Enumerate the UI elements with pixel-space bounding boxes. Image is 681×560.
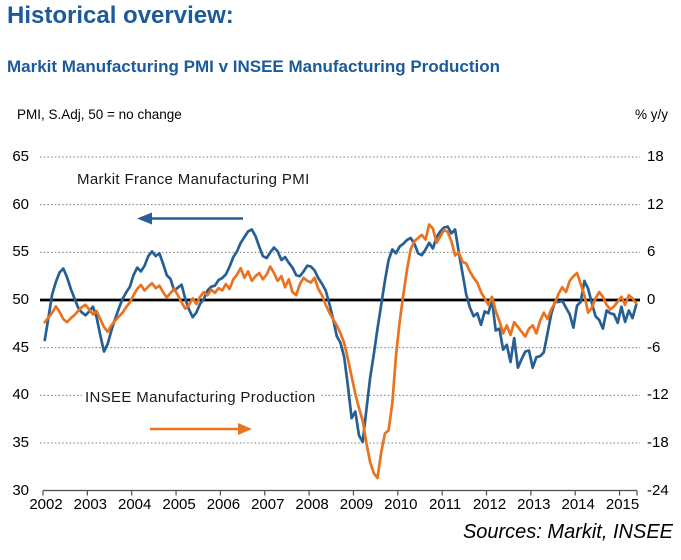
page-title: Historical overview: [7,2,234,29]
x-axis-year-label: 2012 [472,496,507,513]
pmi-series-annotation: Markit France Manufacturing PMI [77,171,310,188]
x-axis-year-label: 2008 [295,496,329,513]
insee-series-line [43,223,638,480]
x-axis-year-label: 2015 [605,496,640,513]
x-axis-year-label: 2011 [429,496,462,513]
insee-arrow-head [238,423,252,435]
right-axis-tick-label: 0 [647,291,656,308]
left-axis-tick-label: 60 [12,195,29,213]
x-axis-year-label: 2006 [206,496,241,513]
insee-series-annotation: INSEE Manufacturing Production [82,389,319,406]
x-axis-year-label: 2010 [384,496,418,513]
x-axis-year-label: 2009 [339,496,374,513]
x-axis-year-label: 2003 [73,496,108,513]
x-axis-year-label: 2007 [251,496,285,513]
right-axis-tick-label: 18 [647,148,664,165]
right-axis-title: % y/y [634,107,668,122]
right-axis-tick-label: -6 [647,338,661,356]
left-axis-tick-label: 45 [12,338,29,356]
left-axis-title: PMI, S.Adj, 50 = no change [17,107,182,122]
x-axis-year-label: 2002 [29,496,63,513]
left-axis-tick-label: 35 [12,434,29,451]
sources-caption: Sources: Markit, INSEE [462,521,673,543]
chart-title: Markit Manufacturing PMI v INSEE Manufac… [7,57,501,76]
pmi-series-line [43,225,638,444]
x-axis-year-label: 2013 [517,496,551,513]
left-axis-tick-label: 55 [12,243,29,261]
pmi-arrow-head [137,212,152,225]
right-axis-tick-label: -24 [647,481,669,499]
left-axis-tick-label: 40 [12,386,29,404]
x-axis-year-label: 2004 [118,496,152,513]
right-axis-tick-label: 12 [647,195,664,213]
left-axis-tick-label: 65 [12,148,29,165]
right-axis-tick-label: -12 [647,386,669,404]
left-axis-tick-label: 30 [12,481,29,499]
right-axis-tick-label: 6 [647,243,656,261]
left-axis-tick-label: 50 [12,291,29,308]
x-axis-year-label: 2014 [561,496,595,513]
right-axis-tick-label: -18 [647,434,669,451]
x-axis-year-label: 2005 [162,496,196,513]
